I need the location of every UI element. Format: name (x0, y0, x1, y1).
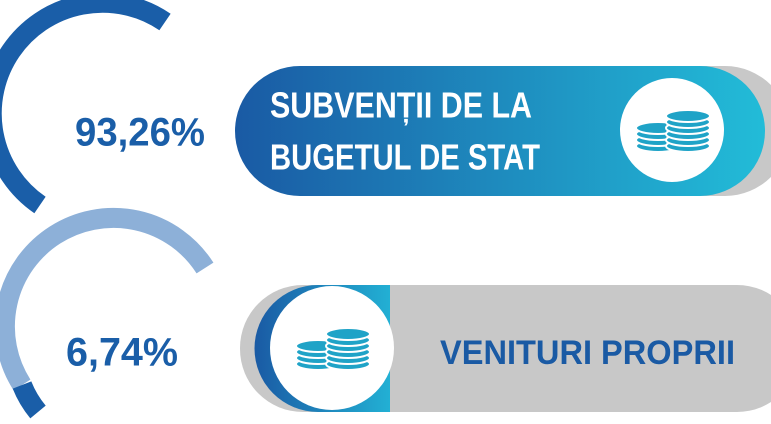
percent: 6,74% (66, 331, 178, 375)
arc-part (12, 380, 46, 419)
label-line: BUGETUL DE STAT (270, 137, 540, 178)
arc (0, 207, 214, 391)
arc (0, 0, 171, 214)
percent: 93,26% (75, 111, 205, 155)
label: VENITURI PROPRII (440, 334, 735, 372)
label-line: SUBVENȚII DE LA (270, 85, 532, 126)
